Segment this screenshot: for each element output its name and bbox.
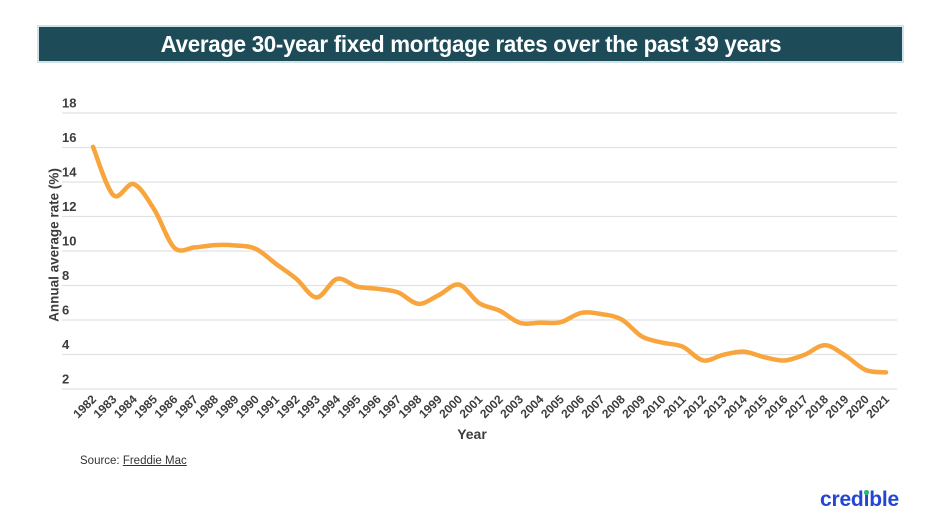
x-tick-labels: 1982198319841985198619871988198919901991… — [70, 392, 892, 421]
y-tick-label: 4 — [62, 337, 70, 352]
rate-line — [90, 144, 889, 375]
y-tick-label: 8 — [62, 268, 69, 283]
logo-text-start: cred — [820, 488, 864, 511]
logo-letter-i: ı — [864, 488, 870, 512]
y-tick-labels: 2 4 6 8 10 12 14 16 18 — [62, 96, 77, 387]
logo-i-stem: ı — [863, 488, 870, 511]
logo-green-dot-icon — [864, 490, 869, 495]
source-prefix: Source: — [80, 455, 123, 467]
y-axis-title: Annual average rate (%) — [46, 168, 62, 322]
y-tick-label: 16 — [62, 130, 76, 145]
source-link[interactable]: Freddie Mac — [122, 455, 187, 467]
y-tick-label: 12 — [62, 199, 76, 214]
y-tick-label: 6 — [62, 303, 69, 318]
y-tick-label: 14 — [62, 165, 77, 180]
chart-title: Average 30-year fixed mortgage rates ove… — [160, 30, 781, 57]
logo-text-end: ble — [869, 488, 899, 511]
x-tick-label: 2021 — [863, 392, 892, 421]
y-tick-label: 2 — [62, 372, 69, 387]
gridlines — [62, 112, 897, 390]
credible-logo: credı ble — [820, 488, 899, 512]
y-tick-label: 18 — [62, 96, 76, 111]
y-tick-label: 10 — [62, 234, 76, 249]
source-note: Source: Freddie Mac — [80, 455, 187, 467]
title-banner: Average 30-year fixed mortgage rates ove… — [37, 25, 904, 63]
x-axis-title: Year — [457, 426, 487, 442]
